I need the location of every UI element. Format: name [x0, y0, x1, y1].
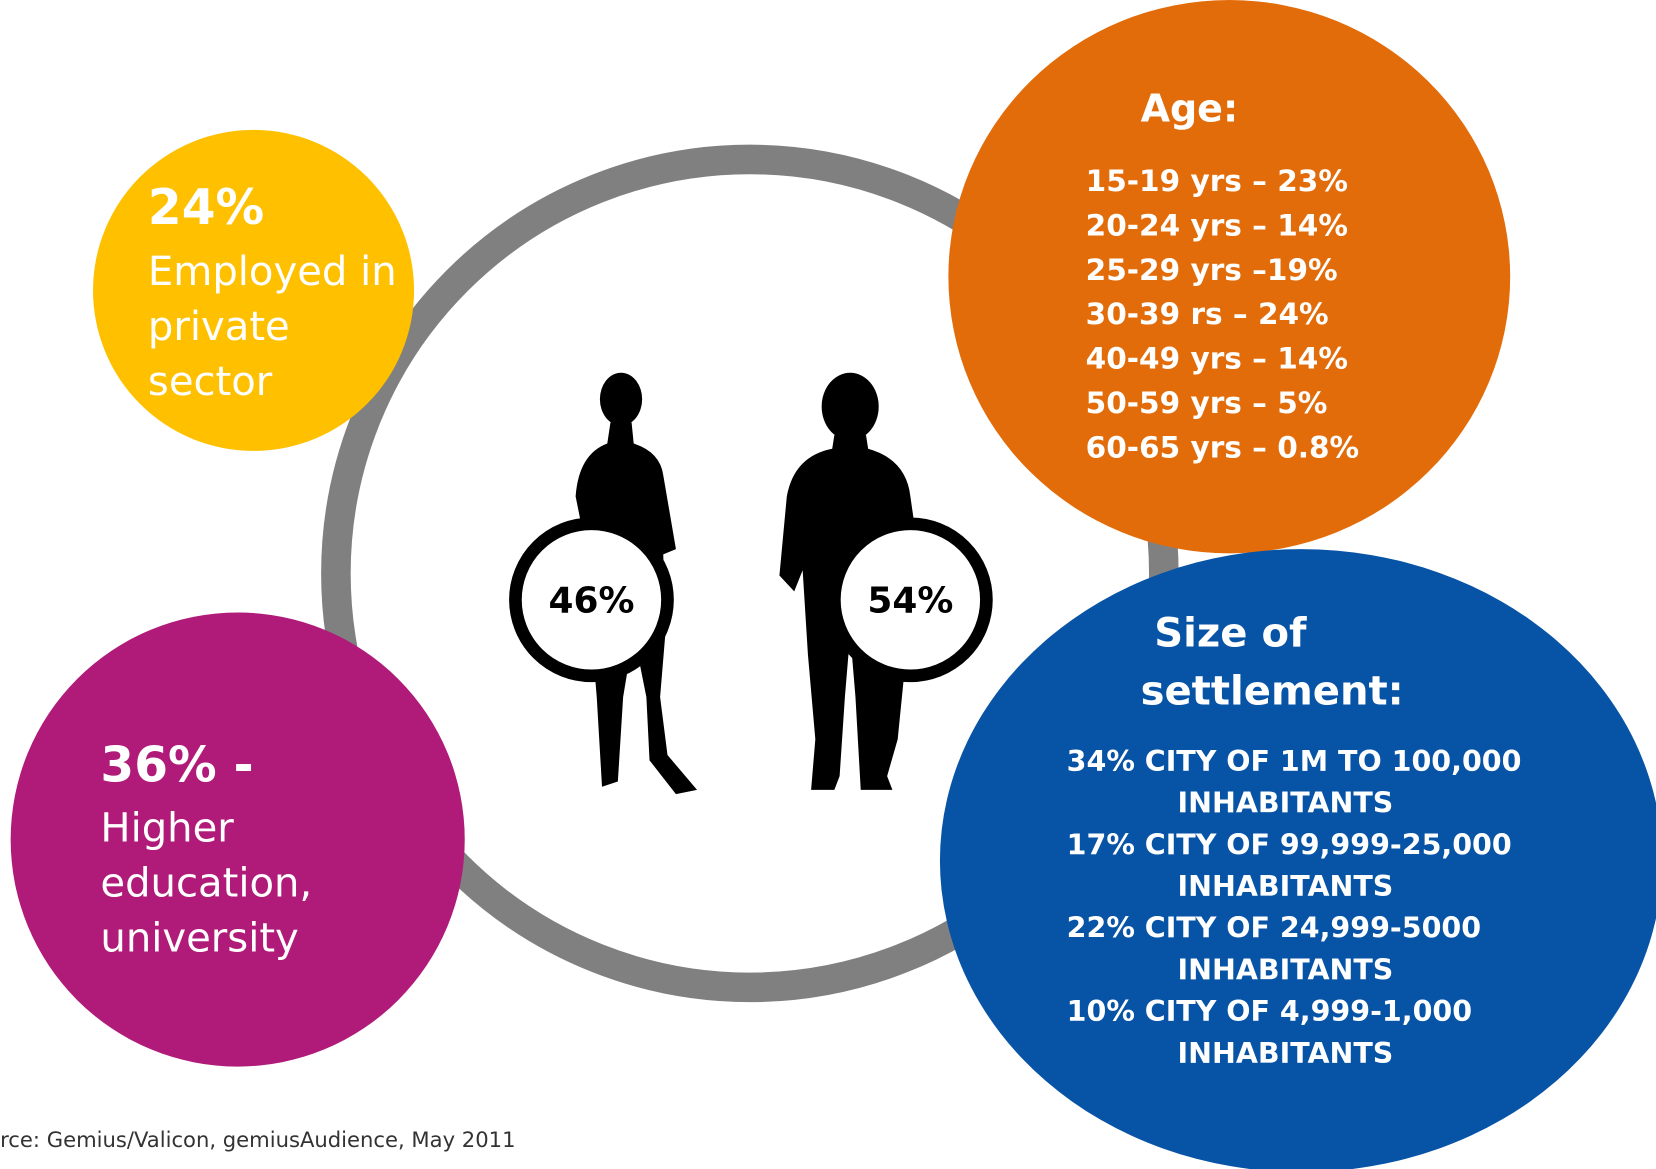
settlement-title: Size of: [1154, 610, 1307, 656]
age-line: 40-49 yrs – 14%: [1086, 342, 1348, 376]
settlement-line: INHABITANTS: [1178, 787, 1394, 820]
male-badge: [828, 517, 993, 683]
age-line: 15-19 yrs – 23%: [1086, 164, 1348, 198]
age-line: 20-24 yrs – 14%: [1086, 208, 1348, 242]
age-line: 30-39 rs – 24%: [1086, 297, 1329, 331]
education-bubble: [10, 612, 465, 1067]
settlement-bubble: [940, 549, 1656, 1169]
age-bubble: [948, 0, 1511, 554]
settlement-line: INHABITANTS: [1178, 870, 1394, 903]
education-label: Higher: [100, 806, 234, 852]
age-title: Age:: [1141, 86, 1239, 130]
settlement-line: 34% CITY OF 1M TO 100,000: [1067, 745, 1522, 778]
age-line: 60-65 yrs – 0.8%: [1086, 430, 1359, 464]
employment-value: 24%: [148, 180, 264, 236]
female-share: 46%: [549, 580, 635, 621]
settlement-title: settlement:: [1141, 668, 1404, 714]
employment-label: Employed in: [148, 249, 397, 295]
settlement-line: 22% CITY OF 24,999-5000: [1067, 912, 1481, 945]
education-label: education,: [100, 861, 312, 907]
employment-label: private: [148, 304, 290, 350]
male-share: 54%: [867, 580, 953, 621]
settlement-line: 10% CITY OF 4,999-1,000: [1067, 995, 1472, 1028]
education-label: university: [100, 915, 298, 961]
settlement-line: INHABITANTS: [1178, 953, 1394, 986]
settlement-line: INHABITANTS: [1178, 1037, 1394, 1070]
female-badge: [509, 517, 674, 683]
source: rce: Gemius/Valicon, gemiusAudience, May…: [0, 1127, 515, 1152]
employment-label: sector: [148, 359, 273, 405]
age-line: 25-29 yrs –19%: [1086, 253, 1338, 287]
settlement-line: 17% CITY OF 99,999-25,000: [1067, 828, 1512, 861]
age-line: 50-59 yrs – 5%: [1086, 386, 1328, 420]
employment-bubble: [93, 129, 415, 451]
education-value: 36% -: [100, 737, 253, 793]
